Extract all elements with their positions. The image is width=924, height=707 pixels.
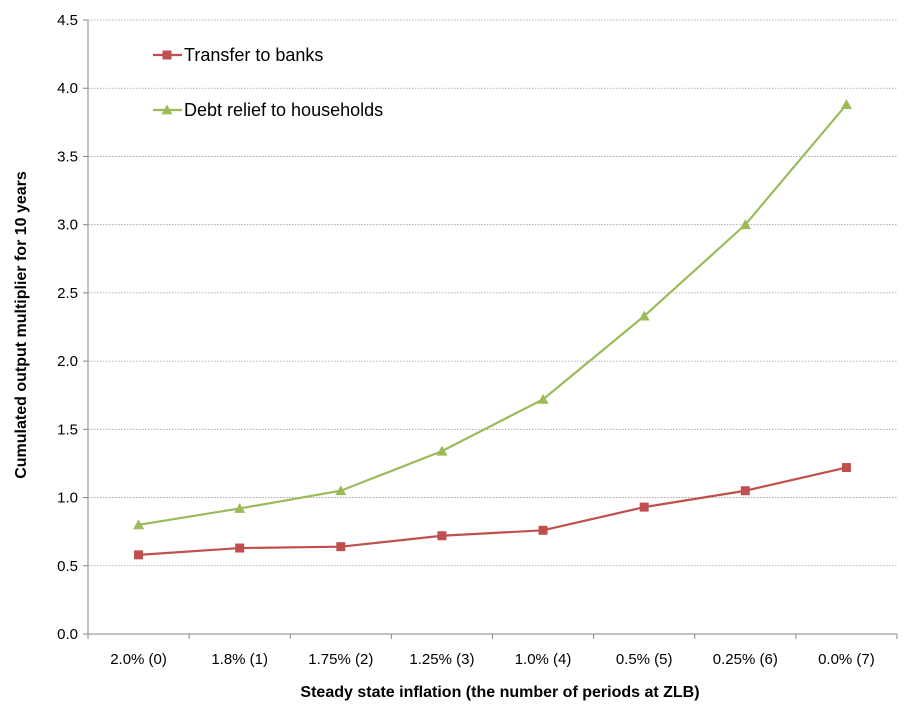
y-tick-label: 0.0 — [57, 626, 78, 643]
data-point — [335, 485, 347, 496]
data-point — [336, 542, 346, 552]
data-point — [840, 99, 852, 109]
y-tick-label: 0.5 — [57, 558, 78, 575]
data-point — [740, 486, 750, 496]
x-tick-label: 1.25% (3) — [409, 651, 474, 668]
y-tick-label: 1.5 — [57, 421, 78, 438]
axes — [83, 19, 898, 639]
x-tick-label: 0.0% (7) — [818, 651, 875, 668]
data-point — [134, 550, 144, 560]
data-point — [537, 393, 549, 404]
series-line — [138, 466, 847, 556]
x-tick-label: 2.0% (0) — [110, 651, 167, 668]
x-tick-label: 0.25% (6) — [713, 651, 778, 668]
series — [133, 99, 852, 560]
x-tick-labels: 2.0% (0) 1.8% (1) 1.75% (2) 1.25% (3) 1.0% (… — [110, 651, 875, 668]
y-tick-label: 2.5 — [57, 285, 78, 302]
legend-entry: Debt relief to households — [153, 100, 383, 120]
y-tick-label: 3.5 — [57, 148, 78, 165]
data-point — [841, 463, 851, 473]
x-tick-label: 1.8% (1) — [211, 651, 268, 668]
x-tick-label: 1.75% (2) — [308, 651, 373, 668]
data-point — [436, 445, 448, 456]
legend-marker — [162, 50, 172, 60]
data-point — [437, 531, 447, 541]
y-tick-label: 4.0 — [57, 80, 78, 97]
legend-label: Transfer to banks — [184, 45, 323, 65]
legend-entry: Transfer to banks — [153, 45, 323, 65]
data-point — [133, 519, 145, 530]
y-axis-title: Cumulated output multiplier for 10 years — [13, 171, 30, 479]
legend-marker — [161, 104, 173, 115]
data-point — [639, 502, 649, 512]
series-line — [138, 103, 848, 526]
data-point — [538, 525, 548, 535]
y-tick-label: 1.0 — [57, 490, 78, 507]
y-tick-label: 3.0 — [57, 217, 78, 234]
series-transfer-to-banks — [134, 463, 851, 560]
series-debt-relief-to-households — [133, 99, 852, 530]
legend: Transfer to banks Debt relief to househol… — [153, 45, 383, 120]
legend-label: Debt relief to households — [184, 100, 383, 120]
x-tick-label: 1.0% (4) — [515, 651, 572, 668]
y-tick-label: 2.0 — [57, 353, 78, 370]
data-point — [638, 310, 650, 321]
data-point — [235, 543, 245, 553]
data-point — [739, 219, 751, 230]
y-tick-label: 4.5 — [57, 12, 78, 29]
x-tick-label: 0.5% (5) — [616, 651, 673, 668]
data-point — [234, 502, 246, 513]
x-axis-title: Steady state inflation (the number of pe… — [300, 684, 699, 701]
y-tick-labels: 0.0 0.5 1.0 1.5 2.0 2.5 3.0 3.5 4.0 4.5 — [57, 12, 78, 643]
